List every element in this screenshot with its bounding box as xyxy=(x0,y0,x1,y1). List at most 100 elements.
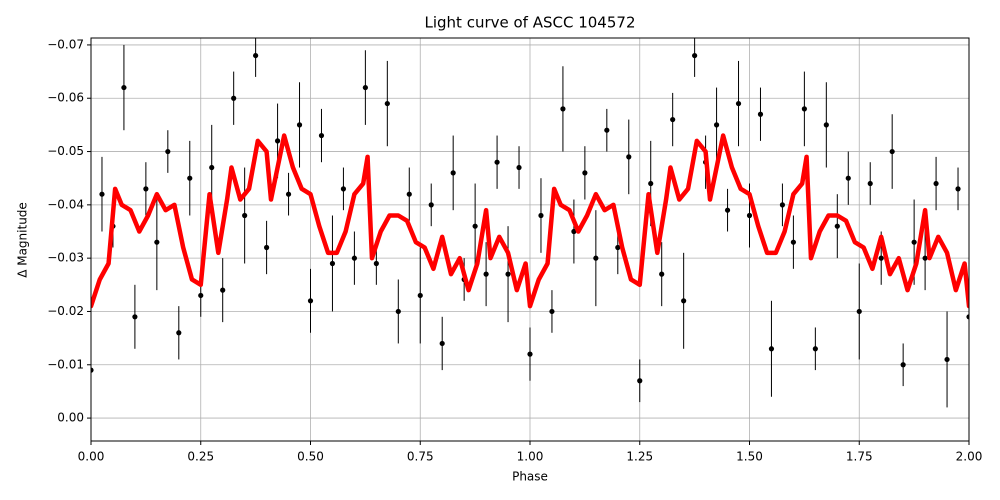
data-point xyxy=(571,228,577,235)
data-point xyxy=(340,186,347,192)
data-point xyxy=(296,122,303,128)
data-point xyxy=(889,148,895,155)
data-point xyxy=(670,116,676,123)
ticks: 0.00 0.25 0.50 0.75 1.00 1.25 1.50 1.75 2.00 0.00… xyxy=(47,37,982,463)
data-point xyxy=(659,271,665,277)
data-point xyxy=(99,191,105,197)
data-point xyxy=(867,180,873,187)
data-point xyxy=(242,212,248,219)
data-point xyxy=(264,244,270,251)
data-point xyxy=(922,255,928,261)
data-point xyxy=(132,314,138,320)
y-tick-label: −0.06 xyxy=(47,91,84,105)
y-tick-label: −0.04 xyxy=(47,197,84,211)
data-point xyxy=(944,356,950,363)
data-point xyxy=(121,84,127,91)
binned-curve xyxy=(91,133,969,309)
data-point xyxy=(878,255,884,261)
data-point xyxy=(439,340,445,347)
data-point xyxy=(417,292,423,299)
data-point xyxy=(845,175,851,181)
data-point xyxy=(231,95,237,101)
data-point xyxy=(911,239,917,245)
data-point xyxy=(900,362,906,368)
data-point xyxy=(274,138,281,144)
data-point xyxy=(187,175,193,181)
data-point xyxy=(351,255,357,261)
data-point xyxy=(527,351,533,357)
data-point xyxy=(757,111,764,117)
data-point xyxy=(746,212,753,219)
x-tick-label: 0.75 xyxy=(407,450,434,464)
data-point xyxy=(428,202,434,208)
data-point xyxy=(834,223,840,229)
data-point xyxy=(933,180,939,187)
y-tick-label: −0.02 xyxy=(47,304,84,318)
data-point xyxy=(505,271,511,277)
data-point xyxy=(966,314,969,320)
y-tick-label: 0.00 xyxy=(57,411,84,425)
x-tick-label: 1.00 xyxy=(517,450,544,464)
data-point xyxy=(713,122,720,128)
data-point xyxy=(472,223,478,229)
data-point xyxy=(329,260,336,267)
y-tick-label: −0.03 xyxy=(47,251,84,265)
data-point xyxy=(823,122,829,128)
data-point xyxy=(143,186,149,192)
data-point xyxy=(384,100,390,107)
x-tick-label: 1.75 xyxy=(846,450,873,464)
y-tick-label: −0.07 xyxy=(47,37,84,51)
data-point xyxy=(516,164,522,171)
data-point xyxy=(450,170,456,176)
data-point xyxy=(154,239,160,245)
data-point xyxy=(165,148,171,155)
data-point xyxy=(538,212,544,219)
y-axis-label: Δ Magnitude xyxy=(16,202,30,278)
x-tick-label: 1.25 xyxy=(626,450,653,464)
data-point xyxy=(626,154,632,160)
data-point xyxy=(373,260,379,267)
data-point xyxy=(615,244,621,251)
x-tick-label: 0.25 xyxy=(187,450,214,464)
x-tick-label: 1.50 xyxy=(736,450,763,464)
data-point xyxy=(494,159,500,165)
data-point xyxy=(790,239,797,245)
data-point xyxy=(812,346,818,352)
data-point xyxy=(768,346,775,352)
data-point xyxy=(560,106,566,112)
data-point xyxy=(724,207,731,213)
x-tick-label: 2.00 xyxy=(956,450,983,464)
data-point xyxy=(801,106,807,112)
data-point xyxy=(406,191,412,197)
data-point xyxy=(582,170,588,176)
x-tick-label: 0.00 xyxy=(78,450,105,464)
data-point xyxy=(209,164,215,171)
data-point xyxy=(253,52,259,59)
plot-area xyxy=(91,38,969,408)
y-tick-label: −0.01 xyxy=(47,357,84,371)
data-point xyxy=(593,255,599,261)
data-point xyxy=(955,186,961,192)
data-point xyxy=(483,271,489,277)
data-point xyxy=(307,298,314,304)
x-axis-label: Phase xyxy=(512,470,548,484)
data-point xyxy=(692,52,698,59)
data-point xyxy=(549,308,555,315)
data-point xyxy=(362,84,368,91)
data-point xyxy=(735,100,742,107)
data-point xyxy=(91,367,94,373)
data-point xyxy=(176,330,182,336)
grid xyxy=(90,38,970,441)
data-point xyxy=(779,202,786,208)
y-tick-label: −0.05 xyxy=(47,144,84,158)
x-tick-label: 0.50 xyxy=(297,450,324,464)
data-point xyxy=(285,191,292,197)
data-point xyxy=(637,378,643,384)
data-point xyxy=(220,287,226,293)
data-point xyxy=(604,127,610,133)
data-point xyxy=(681,298,687,304)
data-point xyxy=(856,308,862,315)
data-point xyxy=(318,132,325,139)
